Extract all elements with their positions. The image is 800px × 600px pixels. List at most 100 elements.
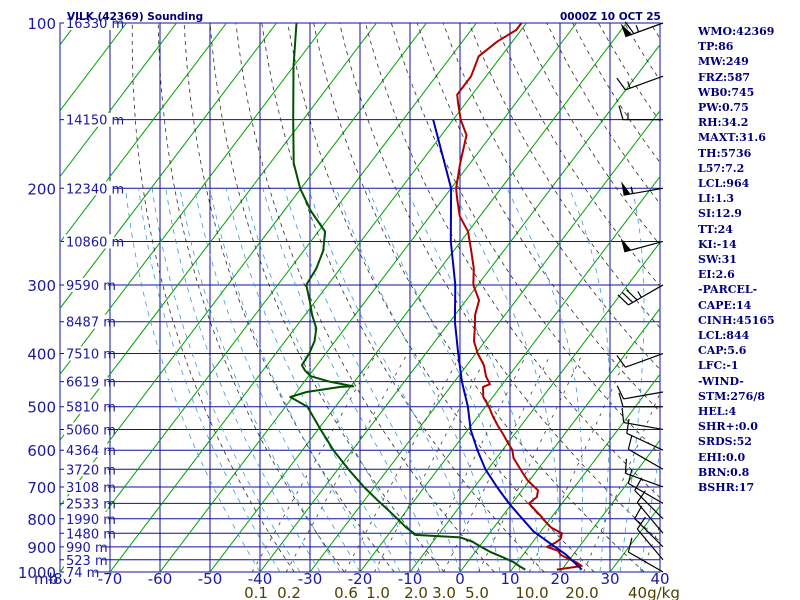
isotherm-line xyxy=(109,23,527,572)
wind-barb-flag xyxy=(624,458,628,474)
mixing-ratio-label: 0.6 xyxy=(334,584,358,600)
wind-barb-flag xyxy=(636,516,646,530)
index-item: HEL:4 xyxy=(698,405,737,419)
index-item: CINH:45165 xyxy=(698,313,775,327)
wind-barb-flag xyxy=(626,289,638,301)
height-label: 14150 m xyxy=(66,114,124,129)
wind-barb-pennant xyxy=(620,23,632,37)
index-item: LFC:-1 xyxy=(698,359,739,373)
dry-adiabat-line xyxy=(261,23,545,572)
index-item: LCL:964 xyxy=(698,177,750,191)
moist-adiabat-line xyxy=(209,188,381,572)
wind-barb-flag xyxy=(616,77,626,91)
height-label: 3720 m xyxy=(66,463,116,478)
dry-adiabat-line xyxy=(442,23,660,371)
moist-adiabat-line xyxy=(165,188,321,572)
wind-barb xyxy=(627,469,664,504)
wind-barb-half-flag xyxy=(635,25,640,33)
chart-title: VILK (42369) Sounding xyxy=(67,11,203,23)
isotherm-line xyxy=(60,23,377,442)
index-item: TT:24 xyxy=(698,222,733,236)
wind-barb-staff xyxy=(625,75,664,91)
height-label: 8487 m xyxy=(66,316,116,331)
sounding-traces xyxy=(289,23,583,571)
temperature-tick-label: -20 xyxy=(348,570,373,588)
height-label-box xyxy=(64,181,115,196)
height-label-box xyxy=(64,511,108,526)
index-item: PW:0.75 xyxy=(698,101,749,115)
height-label-box xyxy=(64,277,108,292)
height-label: 990 m xyxy=(66,541,108,556)
wind-barb xyxy=(620,21,664,38)
wind-barbs xyxy=(616,21,664,573)
wind-barb xyxy=(618,105,663,121)
mixing-ratio-label: 5.0 xyxy=(465,584,489,600)
temperature-tick-label: 0 xyxy=(455,570,465,588)
height-label: 5060 m xyxy=(66,423,116,438)
temperature-tick-label: -40 xyxy=(248,570,273,588)
wind-barb-flag xyxy=(624,21,635,34)
wind-barb-flag xyxy=(616,385,625,400)
mixing-ratio-line xyxy=(285,353,408,572)
wind-barb-flag xyxy=(634,477,643,491)
dry-adiabat-line xyxy=(235,23,495,572)
wind-barb-staff xyxy=(634,518,664,548)
height-label-box xyxy=(64,539,101,554)
dry-adiabat-line xyxy=(287,23,595,572)
height-label: 74 m xyxy=(66,566,99,581)
height-label-box xyxy=(64,479,108,494)
index-item: LI:1.3 xyxy=(698,192,735,206)
height-label-box xyxy=(64,234,115,249)
pressure-tick-label: 400 xyxy=(27,346,56,364)
height-label-box xyxy=(64,552,101,567)
wind-barb-flag xyxy=(618,105,624,120)
isotherm-line xyxy=(309,109,660,572)
index-item: MW:249 xyxy=(698,55,749,69)
wind-barb-staff xyxy=(623,421,664,431)
index-item: WMO:42369 xyxy=(698,25,775,38)
dry-adiabat-line xyxy=(339,23,660,543)
height-label-box xyxy=(64,462,108,477)
height-label-box xyxy=(64,443,108,458)
pressure-tick-label: 500 xyxy=(27,399,56,417)
wind-barb-staff xyxy=(628,551,664,573)
height-label-box xyxy=(64,526,108,541)
isotherm-line xyxy=(60,23,477,572)
temperature-tick-label: 40 xyxy=(650,570,669,588)
wind-barb-flag xyxy=(617,294,629,306)
moist-adiabat-line xyxy=(619,188,645,572)
height-label: 10860 m xyxy=(66,235,124,250)
dewpoint-trace xyxy=(289,23,526,571)
moist-adiabat-line xyxy=(194,188,361,572)
isotherm-line xyxy=(60,23,277,310)
pressure-tick-label: 900 xyxy=(27,539,56,557)
wind-barb xyxy=(634,505,664,548)
wind-barb-flag xyxy=(627,537,633,553)
index-item: WB0:745 xyxy=(698,85,755,99)
mixing-ratio-label: 10.0 xyxy=(515,584,548,600)
index-item: EI:2.6 xyxy=(698,268,735,282)
pressure-tick-label: 100 xyxy=(27,15,56,33)
isotherm-line xyxy=(509,373,660,572)
parcel-trace xyxy=(432,119,583,571)
pressure-tick-label: 600 xyxy=(27,442,56,460)
wind-barb-flag xyxy=(627,469,633,484)
index-item: CAP:5.6 xyxy=(698,344,747,358)
index-item: FRZ:587 xyxy=(698,70,751,84)
moist-adiabat-line xyxy=(283,188,461,572)
height-label-box xyxy=(64,399,108,414)
height-label-box xyxy=(64,565,95,579)
index-item: SW:31 xyxy=(698,253,737,267)
mixing-ratio-label: 3.0 xyxy=(432,584,456,600)
wind-barb-staff xyxy=(625,352,664,368)
wind-barb xyxy=(621,407,664,431)
isotherm-line xyxy=(409,241,660,572)
moist-adiabat-line xyxy=(308,188,481,572)
wind-barb-staff xyxy=(626,432,664,451)
thermodynamic-background xyxy=(60,23,660,572)
pressure-tick-label: 700 xyxy=(27,479,56,497)
index-item: CAPE:14 xyxy=(698,298,752,312)
dry-adiabat-line xyxy=(183,23,395,572)
mixing-ratio-unit-label: 40g/kg xyxy=(628,584,680,600)
